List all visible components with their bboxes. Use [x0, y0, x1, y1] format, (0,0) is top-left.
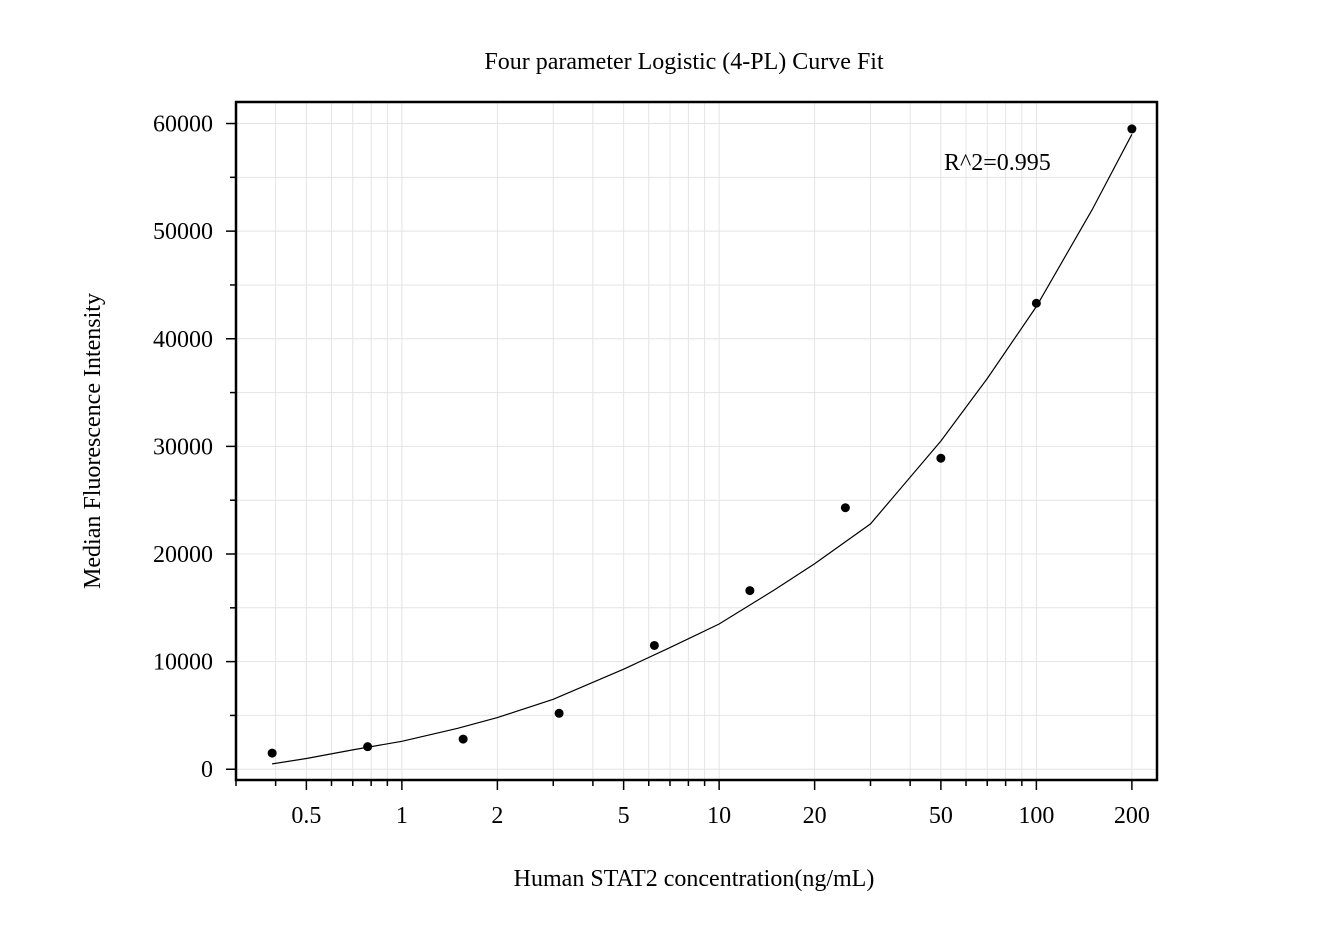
fit-curve-layer	[272, 134, 1133, 765]
data-point	[649, 640, 659, 650]
data-point	[936, 453, 946, 463]
x-axis-label: Human STAT2 concentration(ng/mL)	[514, 866, 875, 892]
x-tick-label: 200	[1114, 803, 1150, 829]
y-tick-label: 20000	[153, 542, 213, 568]
x-tick-label: 1	[396, 803, 408, 829]
data-points-layer	[267, 124, 1137, 758]
data-point	[1127, 124, 1137, 134]
y-tick-label: 30000	[153, 434, 213, 460]
fit-annotation: R^2=0.995	[944, 150, 1051, 176]
plot-frame	[234, 100, 1159, 782]
fit-curve-line	[272, 134, 1133, 765]
data-point	[458, 734, 468, 744]
data-point	[363, 742, 373, 752]
grid-lines	[235, 102, 1157, 780]
x-tick-label: 20	[803, 803, 827, 829]
y-tick-label: 0	[201, 757, 213, 783]
data-point	[267, 748, 277, 758]
data-point	[554, 708, 564, 718]
y-tick-label: 40000	[153, 327, 213, 353]
y-axis-label: Median Fluorescence Intensity	[80, 293, 106, 589]
x-tick-label: 100	[1018, 803, 1054, 829]
y-tick-label: 60000	[153, 112, 213, 138]
data-point	[840, 503, 850, 513]
x-tick-label: 10	[707, 803, 731, 829]
axis-ticks: 0.5 1 2 5 10 20 50 100 200 0 10000 20000 30000 40000 5…	[153, 112, 1150, 829]
chart-title: Four parameter Logistic (4-PL) Curve Fit	[484, 49, 884, 75]
x-tick-label: 50	[929, 803, 953, 829]
x-tick-label: 0.5	[291, 803, 321, 829]
y-tick-label: 10000	[153, 650, 213, 676]
data-point	[1031, 298, 1041, 308]
data-point	[745, 586, 755, 596]
y-tick-label: 50000	[153, 219, 213, 245]
x-tick-label: 5	[618, 803, 630, 829]
x-tick-label: 2	[491, 803, 503, 829]
